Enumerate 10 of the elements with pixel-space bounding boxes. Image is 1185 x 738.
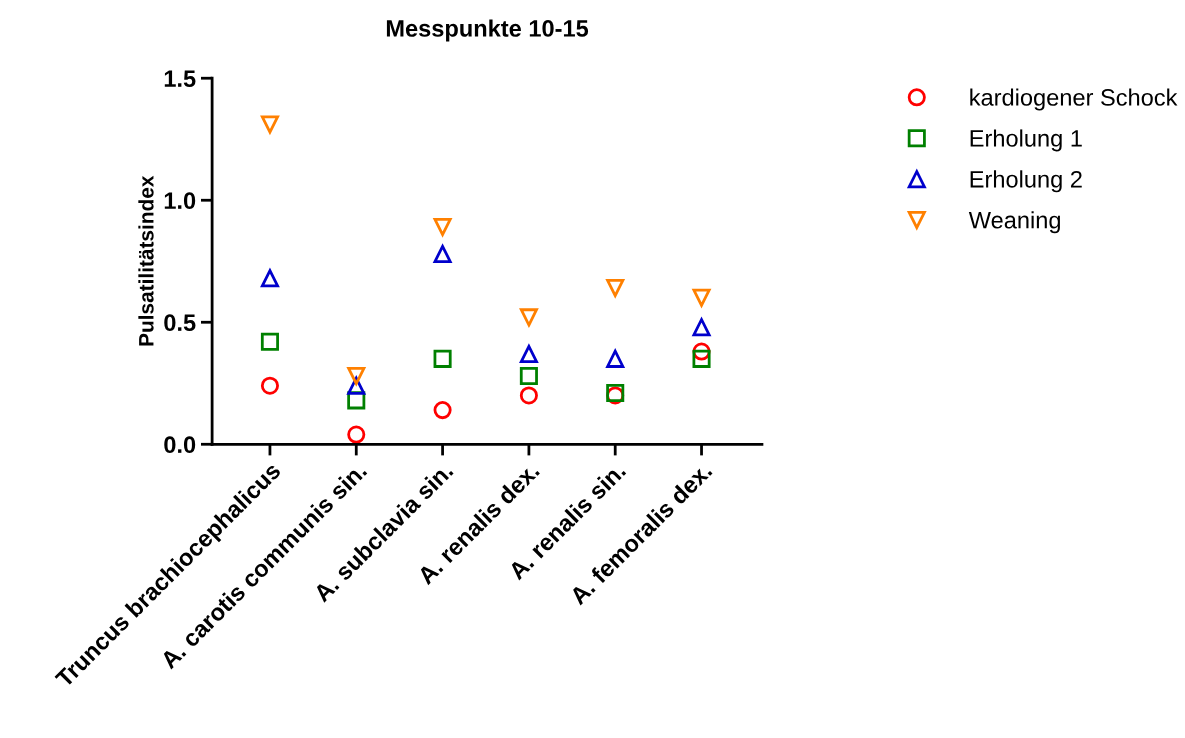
y-axis-title: Pulsatilitätsindex — [138, 175, 154, 346]
y-tick-label: 0.5 — [164, 314, 196, 332]
y-tick-label: 0.0 — [164, 436, 196, 454]
y-tick-label: 1.0 — [164, 192, 196, 210]
legend-label: Erholung 1 — [970, 129, 1082, 152]
chart-title: Messpunkte 10-15 — [386, 19, 589, 42]
legend-label: Weaning — [968, 211, 1060, 234]
y-tick-label: 1.5 — [164, 70, 196, 88]
legend-label: Erholung 2 — [970, 170, 1082, 193]
legend-label: kardiogener Schock — [970, 88, 1178, 111]
